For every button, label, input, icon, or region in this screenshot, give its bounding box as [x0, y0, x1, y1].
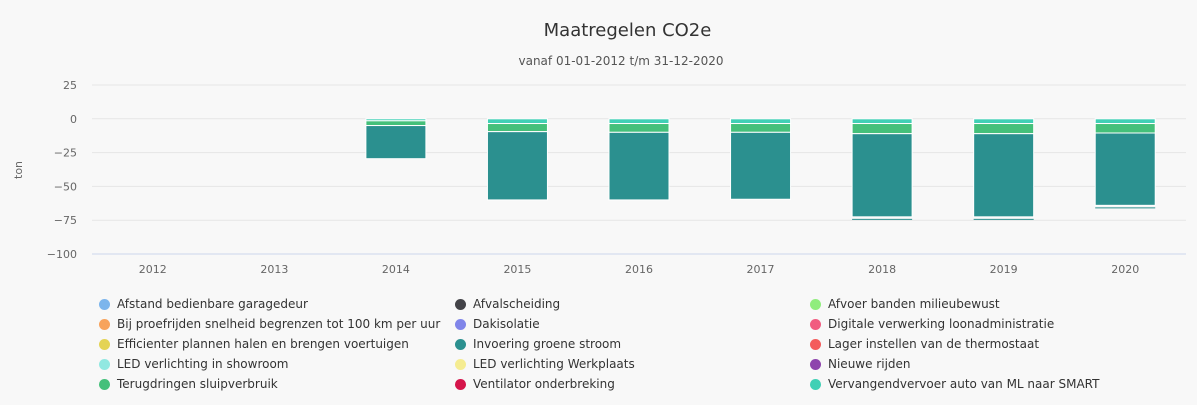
- y-tick-label: −25: [54, 147, 77, 160]
- x-tick-label: 2016: [625, 263, 653, 276]
- legend-item[interactable]: LED verlichting Werkplaats: [455, 355, 635, 373]
- x-tick-label: 2017: [747, 263, 775, 276]
- legend-marker: [810, 318, 821, 330]
- legend-marker: [455, 318, 466, 330]
- y-tick-label: −75: [54, 214, 77, 227]
- legend-label: Afvoer banden milieubewust: [828, 297, 1000, 311]
- legend-label: Invoering groene stroom: [473, 337, 622, 351]
- legend-marker: [99, 298, 110, 310]
- legend-item[interactable]: Nieuwe rijden: [810, 355, 911, 373]
- bar-segment[interactable]: [608, 123, 670, 133]
- y-tick-label: −50: [54, 180, 77, 193]
- legend-item[interactable]: Invoering groene stroom: [455, 335, 621, 353]
- legend-label: Afvalscheiding: [473, 297, 561, 311]
- legend-marker: [455, 378, 466, 390]
- legend-label: Bij proefrijden snelheid begrenzen tot 1…: [117, 317, 441, 331]
- bar-segment[interactable]: [1094, 132, 1156, 206]
- legend-label: Terugdringen sluipverbruik: [117, 377, 278, 391]
- x-tick-label: 2015: [503, 263, 531, 276]
- bar-segment[interactable]: [486, 123, 548, 133]
- bar-segment[interactable]: [365, 125, 427, 160]
- legend-item[interactable]: Digitale verwerking loonadministratie: [810, 315, 1054, 333]
- bar-segment[interactable]: [365, 120, 427, 127]
- chart-title: Maatregelen CO2e: [543, 20, 712, 41]
- legend-label: LED verlichting in showroom: [117, 357, 289, 371]
- y-tick-label: −100: [47, 248, 77, 261]
- chart-subtitle: vanaf 01-01-2012 t/m 31-12-2020: [518, 54, 724, 68]
- bar-segment[interactable]: [1094, 118, 1156, 125]
- bar-segment[interactable]: [973, 123, 1035, 135]
- y-axis-title: ton: [12, 161, 25, 179]
- bar-segment[interactable]: [851, 118, 913, 125]
- x-tick-label: 2013: [260, 263, 288, 276]
- legend-label: Nieuwe rijden: [828, 357, 911, 371]
- bar-segment[interactable]: [730, 123, 792, 133]
- legend-marker: [99, 378, 110, 390]
- bar-segment[interactable]: [1094, 123, 1156, 134]
- legend-item[interactable]: Terugdringen sluipverbruik: [99, 375, 278, 393]
- legend-item[interactable]: Afvalscheiding: [455, 295, 560, 313]
- legend-marker: [810, 338, 821, 350]
- legend-marker: [99, 338, 110, 350]
- legend-label: Lager instellen van de thermostaat: [828, 337, 1040, 351]
- legend-marker: [455, 338, 466, 350]
- legend-label: Digitale verwerking loonadministratie: [828, 317, 1055, 331]
- bar-segment[interactable]: [851, 123, 913, 135]
- legend-item[interactable]: Ventilator onderbreking: [455, 375, 615, 393]
- legend-marker: [810, 298, 821, 310]
- legend-marker: [810, 378, 821, 390]
- bar-segment[interactable]: [486, 131, 548, 201]
- legend-item[interactable]: Bij proefrijden snelheid begrenzen tot 1…: [99, 315, 440, 333]
- x-tick-label: 2014: [382, 263, 410, 276]
- x-tick-label: 2018: [868, 263, 896, 276]
- bar-segment[interactable]: [486, 118, 548, 125]
- legend-marker: [99, 358, 110, 370]
- bar-segment[interactable]: [608, 131, 670, 201]
- bar-segment[interactable]: [730, 131, 792, 200]
- x-tick-label: 2019: [990, 263, 1018, 276]
- legend-label: Vervangendvervoer auto van ML naar SMART: [828, 377, 1100, 391]
- y-tick-label: 0: [70, 113, 77, 126]
- legend-item[interactable]: Lager instellen van de thermostaat: [810, 335, 1039, 353]
- legend-marker: [455, 358, 466, 370]
- legend-label: Ventilator onderbreking: [473, 377, 615, 391]
- legend-marker: [455, 298, 466, 310]
- bar-segment[interactable]: [730, 118, 792, 125]
- bar-segment[interactable]: [973, 118, 1035, 125]
- legend-marker: [810, 358, 821, 370]
- legend-item[interactable]: LED verlichting in showroom: [99, 355, 289, 373]
- legend-label: LED verlichting Werkplaats: [473, 357, 635, 371]
- legend: Afstand bedienbare garagedeur Afvalscheid…: [99, 295, 1189, 395]
- plot-area: 25 0 −25 −50 −75 −100 ton 2012 2013 2014 2015 2016 2…: [12, 79, 1186, 276]
- legend-item[interactable]: Afstand bedienbare garagedeur: [99, 295, 308, 313]
- bar-segment[interactable]: [851, 133, 913, 218]
- legend-item[interactable]: Efficienter plannen halen en brengen voe…: [99, 335, 409, 353]
- legend-label: Dakisolatie: [473, 317, 540, 331]
- y-tick-label: 25: [63, 79, 77, 92]
- legend-label: Efficienter plannen halen en brengen voe…: [117, 337, 409, 351]
- legend-label: Afstand bedienbare garagedeur: [117, 297, 308, 311]
- legend-marker: [99, 318, 110, 330]
- x-tick-label: 2012: [139, 263, 167, 276]
- legend-item[interactable]: Vervangendvervoer auto van ML naar SMART: [810, 375, 1099, 393]
- legend-item[interactable]: Dakisolatie: [455, 315, 540, 333]
- legend-item[interactable]: Afvoer banden milieubewust: [810, 295, 1000, 313]
- bar-segment[interactable]: [973, 133, 1035, 218]
- bar-segment[interactable]: [608, 118, 670, 125]
- x-tick-label: 2020: [1111, 263, 1139, 276]
